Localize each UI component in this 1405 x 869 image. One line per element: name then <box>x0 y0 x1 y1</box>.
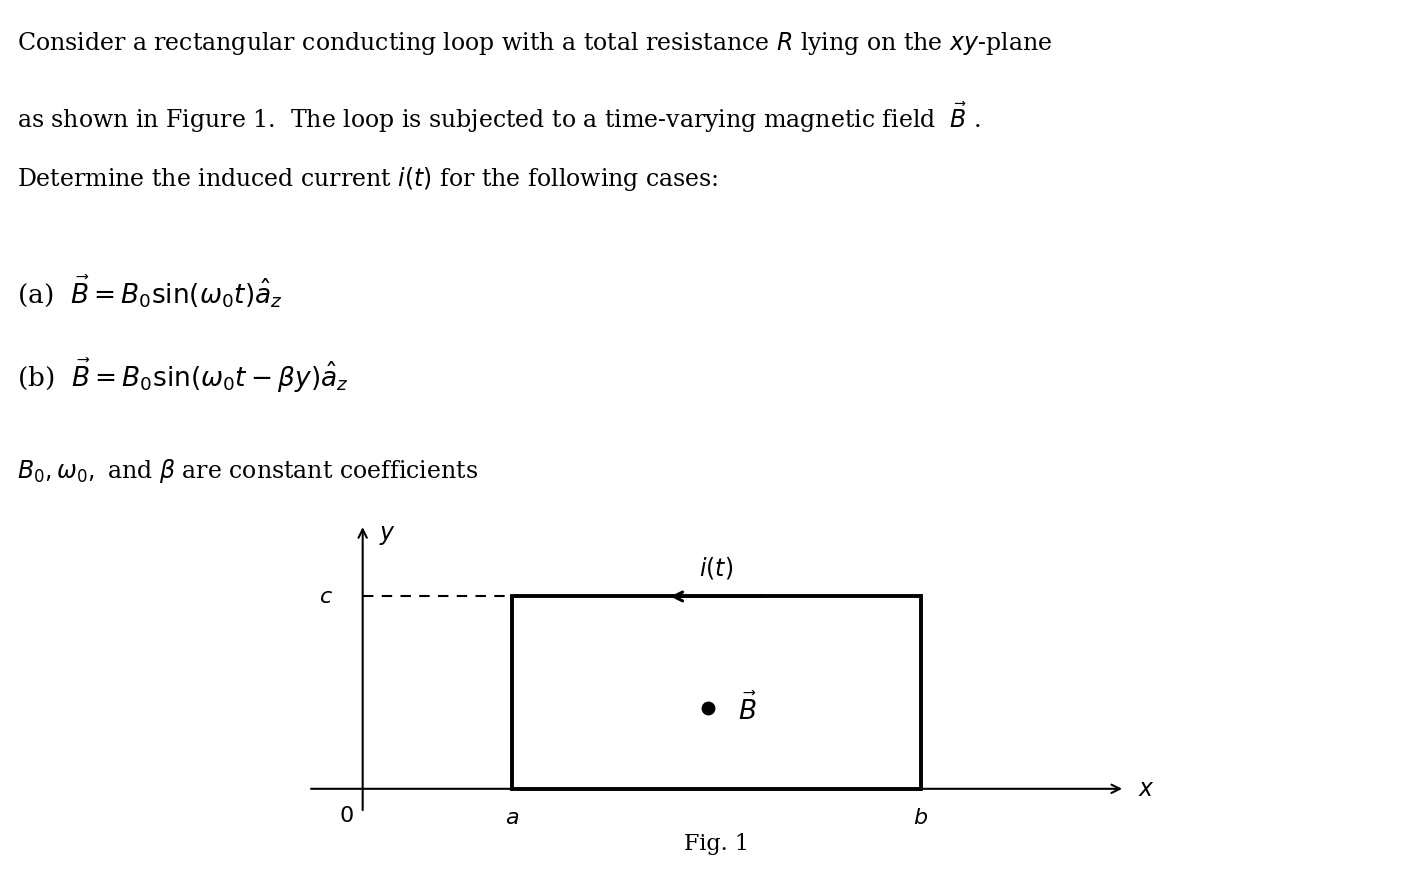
Text: $0$: $0$ <box>339 804 354 826</box>
Text: as shown in Figure 1.  The loop is subjected to a time-varying magnetic field  $: as shown in Figure 1. The loop is subjec… <box>17 100 981 135</box>
Text: (a)  $\vec{B} = B_0 \sin(\omega_0 t)\hat{a}_z$: (a) $\vec{B} = B_0 \sin(\omega_0 t)\hat{… <box>17 274 282 310</box>
Text: $\vec{B}$: $\vec{B}$ <box>739 692 757 725</box>
Text: Consider a rectangular conducting loop with a total resistance $R$ lying on the : Consider a rectangular conducting loop w… <box>17 30 1052 57</box>
Text: Determine the induced current $i(t)$ for the following cases:: Determine the induced current $i(t)$ for… <box>17 165 718 193</box>
Text: $x$: $x$ <box>1138 778 1155 800</box>
Text: Fig. 1: Fig. 1 <box>684 833 749 854</box>
Text: $B_0, \omega_0,$ and $\beta$ are constant coefficients: $B_0, \omega_0,$ and $\beta$ are constan… <box>17 456 478 484</box>
Bar <box>513 597 920 789</box>
Text: $b$: $b$ <box>913 806 929 827</box>
Text: $y$: $y$ <box>379 523 396 547</box>
Text: $i(t)$: $i(t)$ <box>700 554 733 580</box>
Text: $c$: $c$ <box>319 586 333 607</box>
Text: (b)  $\vec{B} = B_0 \sin(\omega_0 t - \beta y)\hat{a}_z$: (b) $\vec{B} = B_0 \sin(\omega_0 t - \be… <box>17 356 348 395</box>
Text: $a$: $a$ <box>506 806 520 827</box>
